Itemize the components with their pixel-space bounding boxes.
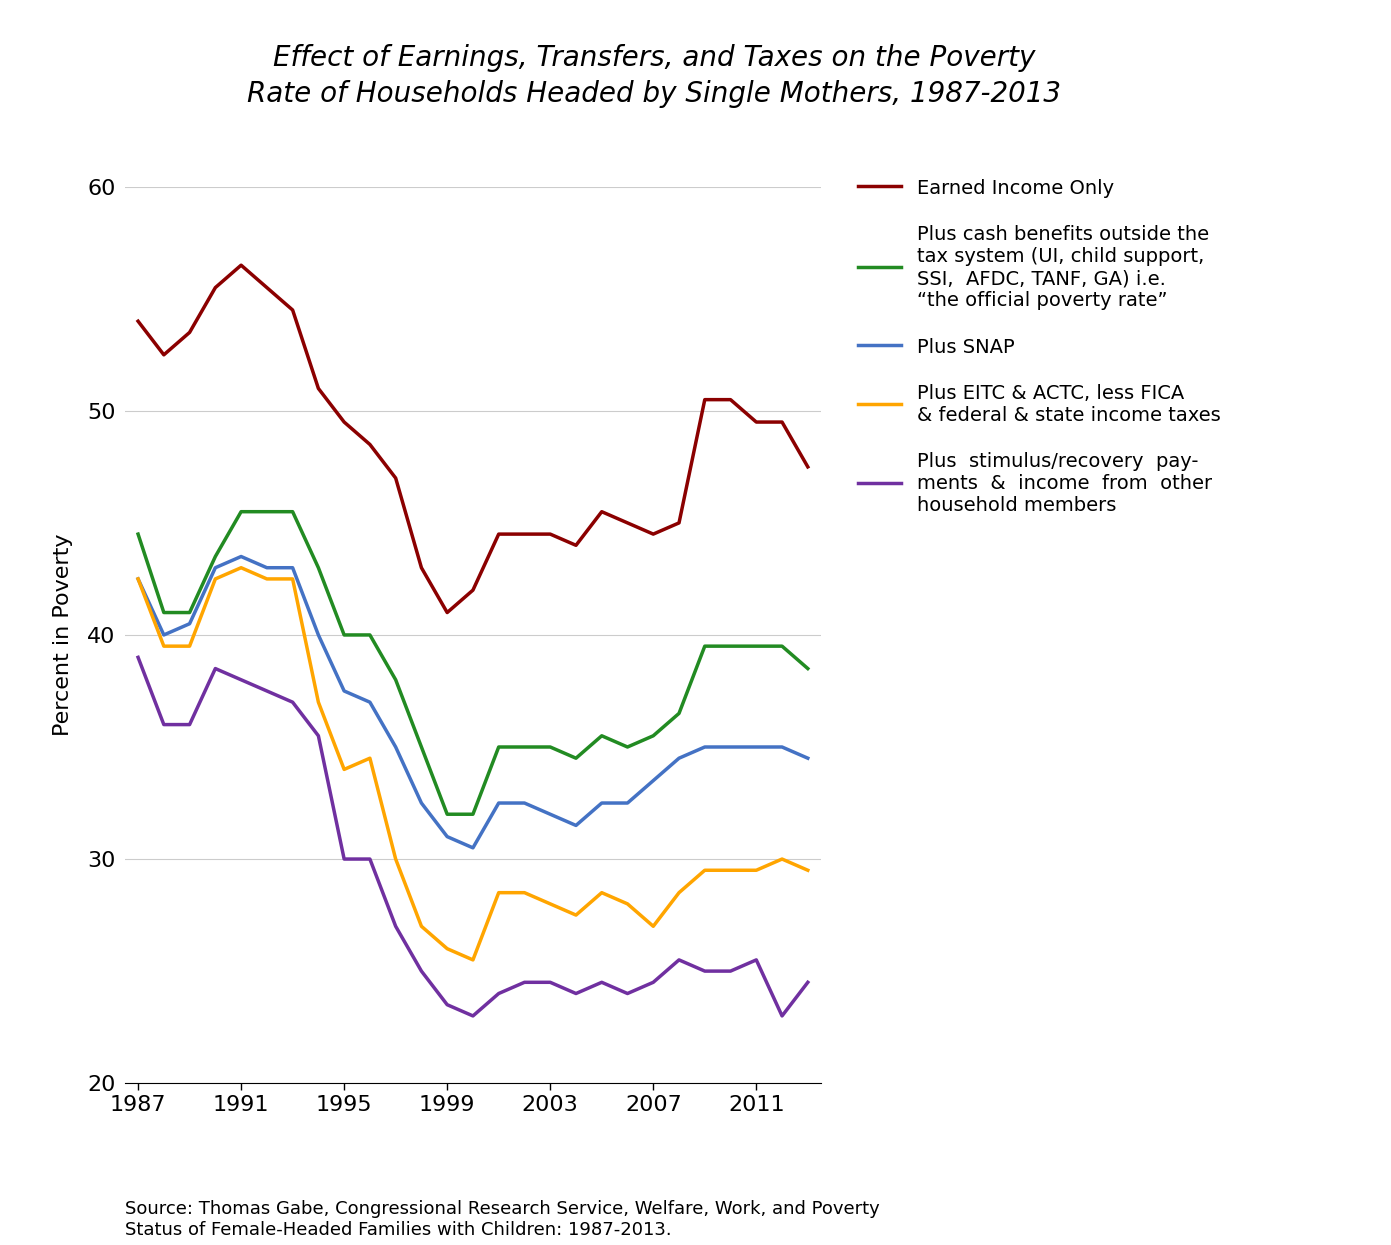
- Y-axis label: Percent in Poverty: Percent in Poverty: [53, 534, 74, 736]
- Text: Source: Thomas Gabe, Congressional Research Service, Welfare, Work, and Poverty
: Source: Thomas Gabe, Congressional Resea…: [125, 1200, 881, 1239]
- Legend: Earned Income Only, Plus cash benefits outside the
tax system (UI, child support: Earned Income Only, Plus cash benefits o…: [858, 178, 1220, 515]
- Text: Effect of Earnings, Transfers, and Taxes on the Poverty
Rate of Households Heade: Effect of Earnings, Transfers, and Taxes…: [246, 44, 1061, 108]
